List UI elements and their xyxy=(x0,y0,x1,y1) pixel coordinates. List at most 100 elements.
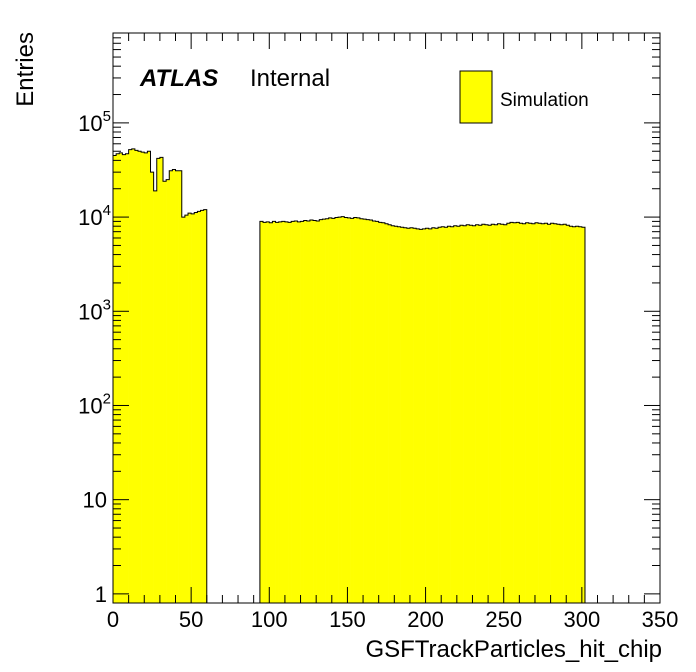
histogram-bin xyxy=(466,224,470,603)
histogram-bin xyxy=(538,223,542,603)
atlas-label: ATLAS xyxy=(139,65,218,92)
histogram-bin xyxy=(409,227,414,603)
y-tick-label: 103 xyxy=(78,296,111,324)
histogram-bin xyxy=(484,224,489,603)
histogram-bin xyxy=(475,224,480,603)
atlas-status-label: Internal xyxy=(250,65,330,92)
histogram-bin xyxy=(553,223,558,603)
histogram-bin xyxy=(363,219,367,604)
histogram-bars xyxy=(113,148,586,604)
histogram-bin xyxy=(491,224,495,603)
legend-swatch-simulation xyxy=(459,70,493,124)
histogram-bin xyxy=(506,223,511,603)
plot-frame xyxy=(112,32,661,604)
histogram-bin xyxy=(291,221,295,603)
histogram-bin xyxy=(144,152,148,603)
histogram-bin xyxy=(150,172,154,603)
histogram-bin xyxy=(428,228,433,604)
histogram-bin xyxy=(459,225,464,603)
histogram-bin xyxy=(494,224,498,603)
histogram-bin xyxy=(478,225,483,603)
histogram-bin xyxy=(331,218,336,603)
histogram-bin xyxy=(413,228,417,603)
x-tick-label: 300 xyxy=(563,607,600,632)
histogram-bin xyxy=(403,227,408,603)
legend-label-simulation: Simulation xyxy=(500,90,589,111)
histogram-bin xyxy=(188,213,192,604)
histogram-bin xyxy=(334,217,339,603)
histogram-bin xyxy=(319,219,323,603)
histogram-bin xyxy=(175,170,179,603)
histogram-bin xyxy=(550,223,555,603)
histogram-bin xyxy=(134,150,139,603)
histogram-bin xyxy=(525,222,530,603)
histogram-bin xyxy=(388,224,392,603)
x-axis-title: GSFTrackParticles_hit_chip xyxy=(365,636,662,663)
histogram-bin xyxy=(513,222,517,603)
histogram-bin xyxy=(281,221,286,603)
histogram-bin xyxy=(381,222,386,603)
histogram-bin xyxy=(350,218,354,603)
histogram-bin xyxy=(375,221,379,603)
histogram-bin xyxy=(431,227,436,603)
histogram-bin xyxy=(509,222,514,603)
histogram-bin xyxy=(453,225,458,603)
histogram-bin xyxy=(344,217,348,603)
histogram-bin xyxy=(359,218,364,603)
histogram-bin xyxy=(563,224,567,603)
histogram-bin xyxy=(297,221,301,603)
histogram-bin xyxy=(391,225,395,603)
histogram-bin xyxy=(534,222,539,603)
y-tick-label: 104 xyxy=(78,202,111,230)
x-tick-label: 150 xyxy=(329,607,366,632)
histogram-bin xyxy=(153,190,158,603)
histogram-bin xyxy=(194,212,198,604)
histogram-bin xyxy=(328,217,333,603)
histogram-bin xyxy=(406,228,411,603)
histogram-bin xyxy=(500,224,505,603)
x-tick-label: 200 xyxy=(407,607,444,632)
histogram-bin xyxy=(547,224,551,603)
histogram-bin xyxy=(434,228,439,603)
histogram-bin xyxy=(575,226,580,603)
histogram-bin xyxy=(497,223,501,603)
x-tick-label: 50 xyxy=(179,607,203,632)
histogram-bin xyxy=(316,220,320,603)
legend: Simulation xyxy=(459,70,589,124)
x-axis-tick-labels: 0 50 100 150 200 250 300 350 xyxy=(107,607,678,632)
histogram-bin xyxy=(488,225,492,603)
histogram-bin xyxy=(169,170,173,603)
histogram-bin xyxy=(556,224,561,603)
histogram-bin xyxy=(581,227,586,604)
y-tick-label: 10 xyxy=(83,488,107,513)
y-tick-label: 105 xyxy=(78,108,111,136)
histogram-bin xyxy=(184,215,189,603)
x-tick-label: 250 xyxy=(485,607,522,632)
histogram-bin xyxy=(300,221,304,603)
histogram-bin xyxy=(578,226,583,603)
histogram-bin xyxy=(309,220,314,603)
histogram-bin xyxy=(306,220,311,603)
histogram-bin xyxy=(181,217,186,603)
y-axis-title: Entries xyxy=(12,32,39,107)
histogram-bin xyxy=(147,151,151,604)
histogram-bin xyxy=(544,223,548,603)
histogram-bin xyxy=(400,227,404,604)
histogram-bin xyxy=(394,226,398,603)
histogram-bin xyxy=(278,221,283,603)
histogram-bin xyxy=(419,229,423,603)
histogram-bin xyxy=(369,220,373,603)
histogram-bin xyxy=(131,148,136,604)
histogram-bin xyxy=(191,213,195,603)
histogram-bin xyxy=(125,153,129,603)
histogram-bin xyxy=(116,153,120,603)
histogram-bin xyxy=(566,225,570,603)
histogram-bin xyxy=(303,220,308,603)
histogram-outline xyxy=(112,148,586,604)
y-tick-label: 1 xyxy=(95,582,107,607)
histogram-bin xyxy=(200,210,204,604)
histogram-bin xyxy=(456,226,461,603)
histogram-bin xyxy=(516,222,520,603)
histogram-bin xyxy=(356,217,361,603)
